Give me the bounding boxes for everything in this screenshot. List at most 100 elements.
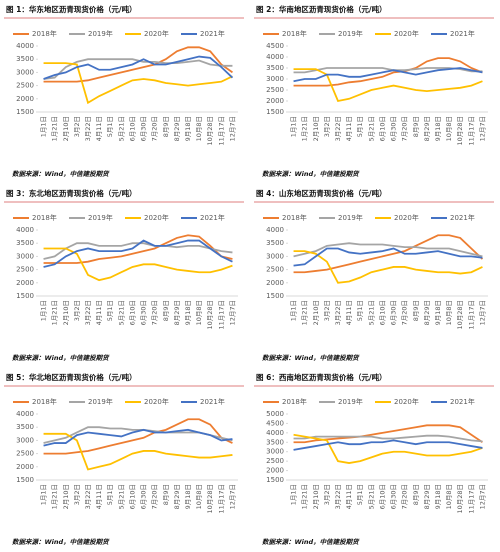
- x-tick-label: 10月8日: [445, 300, 453, 325]
- x-tick-label: 5月21日: [117, 300, 125, 325]
- x-tick-label: 2月10日: [62, 484, 70, 509]
- x-tick-label: 11月17日: [467, 300, 475, 330]
- y-tick-label: 3000: [266, 252, 284, 260]
- y-tick-label: 2000: [266, 467, 284, 475]
- y-tick-label: 2000: [266, 97, 284, 105]
- x-tick-label: 11月17日: [217, 484, 225, 514]
- legend-label: 2018年: [282, 29, 307, 38]
- legend-label: 2021年: [200, 29, 225, 38]
- legend-label: 2021年: [200, 213, 225, 222]
- legend-label: 2020年: [144, 29, 169, 38]
- x-tick-label: 9月18日: [434, 116, 442, 141]
- x-tick-label: 1月21日: [301, 484, 309, 509]
- y-tick-label: 2000: [16, 463, 34, 471]
- x-tick-label: 10月28日: [206, 116, 214, 146]
- series-line: [293, 67, 483, 83]
- x-tick-label: 10月8日: [195, 484, 203, 509]
- x-tick-label: 1月1日: [40, 300, 48, 321]
- chart-title: 图 2：华南地区沥青现货价格（元/吨）: [256, 4, 387, 14]
- x-tick-label: 3月22日: [334, 300, 342, 325]
- x-tick-label: 10月28日: [456, 300, 464, 330]
- x-tick-label: 6月10日: [128, 484, 136, 509]
- x-tick-label: 3月22日: [334, 484, 342, 509]
- x-tick-label: 1月1日: [40, 116, 48, 137]
- x-tick-label: 4月11日: [95, 300, 103, 325]
- chart-panel: 图 6：西南地区沥青现货价格（元/吨）数据来源：Wind，中信建投期货15002…: [254, 372, 494, 546]
- y-tick-label: 4000: [266, 53, 284, 61]
- x-tick-label: 1月1日: [290, 116, 298, 137]
- x-tick-label: 1月1日: [290, 300, 298, 321]
- x-tick-label: 12月7日: [478, 300, 486, 325]
- y-tick-label: 4000: [16, 410, 34, 418]
- x-tick-label: 3月2日: [323, 300, 331, 321]
- legend-label: 2019年: [88, 213, 113, 222]
- source-note: 数据来源：Wind，中信建投期货: [12, 538, 110, 546]
- y-tick-label: 1500: [266, 476, 284, 484]
- x-tick-label: 8月29日: [423, 484, 431, 509]
- x-tick-label: 3月2日: [323, 116, 331, 137]
- x-tick-label: 6月10日: [128, 116, 136, 141]
- x-tick-label: 8月9日: [162, 116, 170, 137]
- y-tick-label: 3000: [16, 68, 34, 76]
- x-tick-label: 11月17日: [467, 116, 475, 146]
- x-tick-label: 9月18日: [184, 116, 192, 141]
- x-tick-label: 6月30日: [140, 300, 148, 325]
- x-tick-label: 11月17日: [217, 116, 225, 146]
- y-tick-label: 2500: [266, 457, 284, 465]
- x-tick-label: 8月9日: [162, 484, 170, 505]
- x-tick-label: 6月30日: [390, 484, 398, 509]
- y-tick-label: 1500: [16, 292, 34, 300]
- series-line: [43, 418, 233, 455]
- x-tick-label: 12月7日: [228, 484, 236, 509]
- x-tick-label: 3月2日: [73, 300, 81, 321]
- source-note: 数据来源：Wind，中信建投期货: [12, 354, 110, 362]
- y-tick-label: 1500: [266, 292, 284, 300]
- x-tick-label: 10月28日: [206, 484, 214, 514]
- series-line: [293, 434, 483, 443]
- x-tick-label: 9月18日: [434, 484, 442, 509]
- x-tick-label: 3月2日: [73, 116, 81, 137]
- legend-label: 2019年: [338, 397, 363, 406]
- x-tick-label: 8月29日: [423, 116, 431, 141]
- x-tick-label: 12月7日: [228, 300, 236, 325]
- legend-label: 2021年: [200, 397, 225, 406]
- y-tick-label: 2500: [266, 266, 284, 274]
- chart-title: 图 1：华东地区沥青现货价格（元/吨）: [6, 4, 137, 14]
- legend-label: 2020年: [144, 397, 169, 406]
- x-tick-label: 5月1日: [106, 300, 114, 321]
- x-tick-label: 4月11日: [345, 484, 353, 509]
- x-tick-label: 2月10日: [62, 116, 70, 141]
- series-line: [43, 426, 233, 444]
- x-tick-label: 7月20日: [401, 116, 409, 141]
- legend-label: 2018年: [282, 213, 307, 222]
- x-tick-label: 6月30日: [140, 116, 148, 141]
- y-tick-label: 1500: [16, 108, 34, 116]
- x-tick-label: 12月7日: [478, 116, 486, 141]
- legend-label: 2019年: [88, 29, 113, 38]
- legend-label: 2019年: [88, 397, 113, 406]
- x-tick-label: 2月10日: [312, 116, 320, 141]
- x-tick-label: 10月28日: [206, 300, 214, 330]
- legend-label: 2018年: [32, 213, 57, 222]
- x-tick-label: 1月21日: [301, 300, 309, 325]
- series-line: [293, 247, 483, 267]
- series-line: [293, 250, 483, 284]
- x-tick-label: 3月2日: [323, 484, 331, 505]
- y-tick-label: 3500: [266, 438, 284, 446]
- series-line: [43, 55, 234, 80]
- x-tick-label: 7月20日: [151, 484, 159, 509]
- x-tick-label: 8月9日: [412, 300, 420, 321]
- x-tick-label: 3月22日: [84, 300, 92, 325]
- legend-label: 2020年: [394, 397, 419, 406]
- x-tick-label: 1月1日: [290, 484, 298, 505]
- y-tick-label: 5000: [266, 410, 284, 418]
- series-line: [43, 46, 233, 83]
- y-tick-label: 3000: [266, 448, 284, 456]
- series-line: [293, 242, 483, 258]
- y-tick-label: 3500: [266, 239, 284, 247]
- y-tick-label: 1500: [16, 476, 34, 484]
- x-tick-label: 2月10日: [312, 300, 320, 325]
- y-tick-label: 2500: [16, 82, 34, 90]
- y-tick-label: 2000: [16, 95, 34, 103]
- y-tick-label: 4000: [16, 42, 34, 50]
